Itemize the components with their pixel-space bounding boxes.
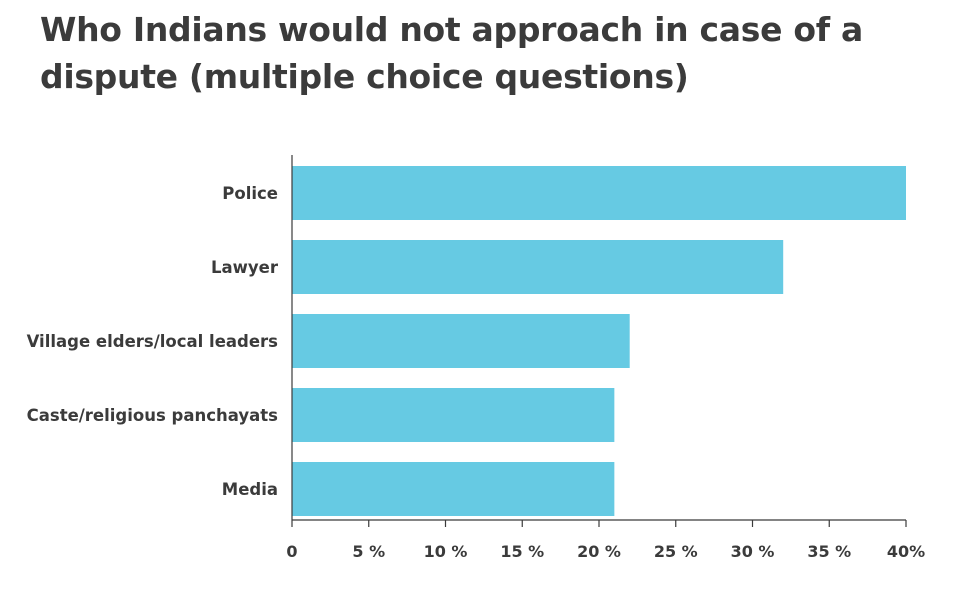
x-tick-label: 25 % — [654, 542, 698, 561]
chart-title: Who Indians would not approach in case o… — [40, 10, 863, 96]
x-tick-label: 5 % — [352, 542, 385, 561]
x-tick-label: 0 — [286, 542, 297, 561]
x-tick-label: 30 % — [731, 542, 775, 561]
bar-police — [292, 166, 906, 220]
labels-layer: Police Lawyer Village elders/local leaders… — [27, 184, 926, 561]
category-label-lawyer: Lawyer — [211, 258, 279, 277]
bar-media — [292, 462, 615, 516]
category-label-caste-religious-panchayats: Caste/religious panchayats — [27, 406, 279, 425]
category-label-village-elders-local-leaders: Village elders/local leaders — [27, 332, 279, 351]
x-tick-label: 35 % — [807, 542, 851, 561]
category-label-media: Media — [222, 480, 278, 499]
bar-village-elders-local-leaders — [292, 314, 630, 368]
axes-layer — [291, 155, 907, 527]
x-tick-label: 15 % — [500, 542, 544, 561]
bar-lawyer — [292, 240, 784, 294]
x-tick-label: 10 % — [424, 542, 468, 561]
x-tick-label: 40% — [887, 542, 925, 561]
x-tick-label: 20 % — [577, 542, 621, 561]
bar-caste-religious-panchayats — [292, 388, 615, 442]
category-label-police: Police — [222, 184, 278, 203]
bars-layer — [292, 166, 906, 516]
